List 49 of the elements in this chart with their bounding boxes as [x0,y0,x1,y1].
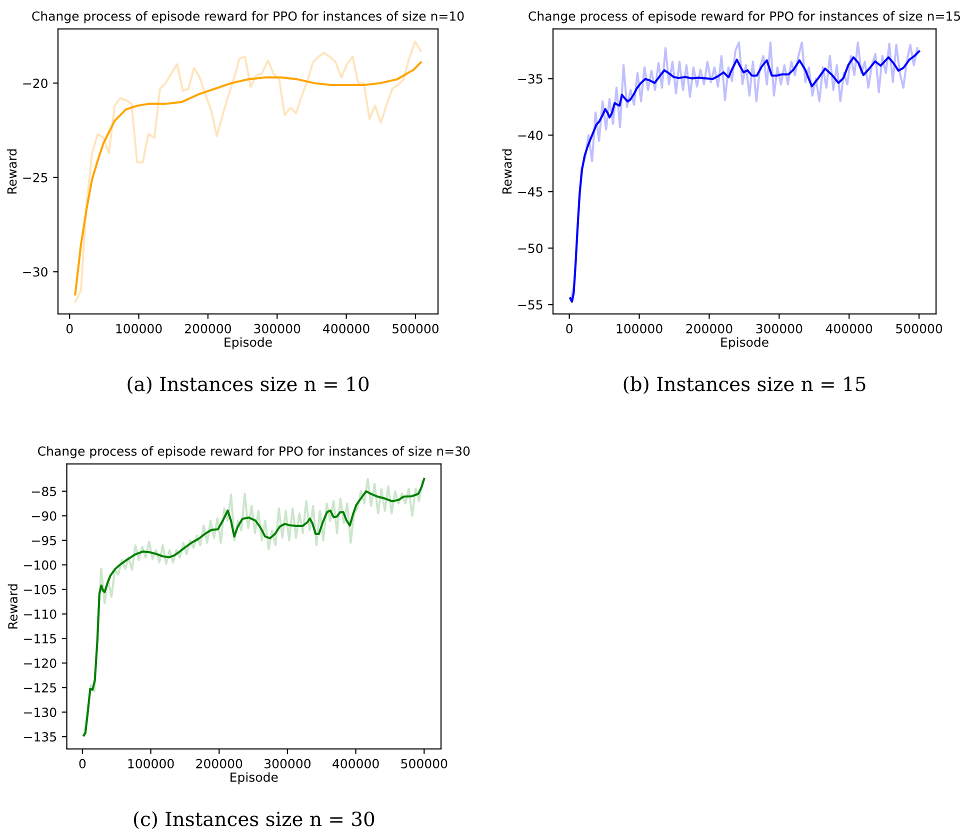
x-tick-label: 200000 [196,758,242,768]
chart-title: Change process of episode reward for PPO for instances of size n=15 [528,11,960,24]
x-tick-label: 100000 [128,758,174,768]
x-axis-title: Episode [224,337,272,350]
x-tick-label: 400000 [323,324,370,334]
text: (b) Instances size n = 15 [624,376,866,394]
y-axis-title: Reward [7,149,17,194]
x-tick-label: 500000 [392,324,438,334]
x-tick-label: 0 [79,758,86,768]
x-tick-label: 0 [566,324,572,334]
x-tick-label: 500000 [896,324,942,334]
y-tick-label: −25 [23,172,48,182]
text: (a) Instances size n = 10 [128,376,369,394]
y-tick-label: −45 [518,187,542,197]
x-tick-label: 0 [66,324,73,334]
y-tick-label: −130 [24,708,56,718]
x-tick-label: 300000 [756,324,802,334]
y-tick-label: −40 [518,130,542,140]
y-axis-title: Reward [502,149,512,194]
x-tick-label: 500000 [401,758,448,768]
y-tick-label: −50 [518,244,542,254]
y-tick-label: −35 [518,74,542,84]
y-tick-label: −110 [24,609,56,619]
x-tick-label: 400000 [332,758,379,768]
x-axis-title: Episode [721,337,768,350]
y-tick-label: −95 [32,536,56,546]
y-tick-label: −100 [24,560,56,570]
y-tick-label: −115 [24,634,56,644]
chart-title: Change process of episode reward for PPO for instances of size n=30 [38,446,470,458]
y-tick-label: −125 [24,683,56,693]
x-tick-label: 200000 [686,324,732,334]
y-tick-label: −85 [32,486,56,496]
y-tick-label: −30 [23,267,48,277]
y-tick-label: −135 [24,732,56,742]
y-tick-label: −55 [518,300,542,310]
x-tick-label: 300000 [254,324,300,334]
chart-title: Change process of episode reward for PPO for instances of size n=10 [32,11,464,24]
x-tick-label: 400000 [826,324,872,334]
x-tick-label: 300000 [264,758,310,768]
y-tick-label: −20 [23,78,48,88]
x-axis-title: Episode [230,772,278,784]
y-tick-label: −105 [24,584,56,594]
y-tick-label: −120 [24,658,56,668]
x-tick-label: 200000 [185,324,231,334]
x-tick-label: 100000 [116,324,162,334]
y-axis-title: Reward [8,584,18,629]
text: (c) Instances size n = 30 [134,811,374,830]
x-tick-label: 100000 [616,324,662,334]
y-tick-label: −90 [32,511,56,521]
